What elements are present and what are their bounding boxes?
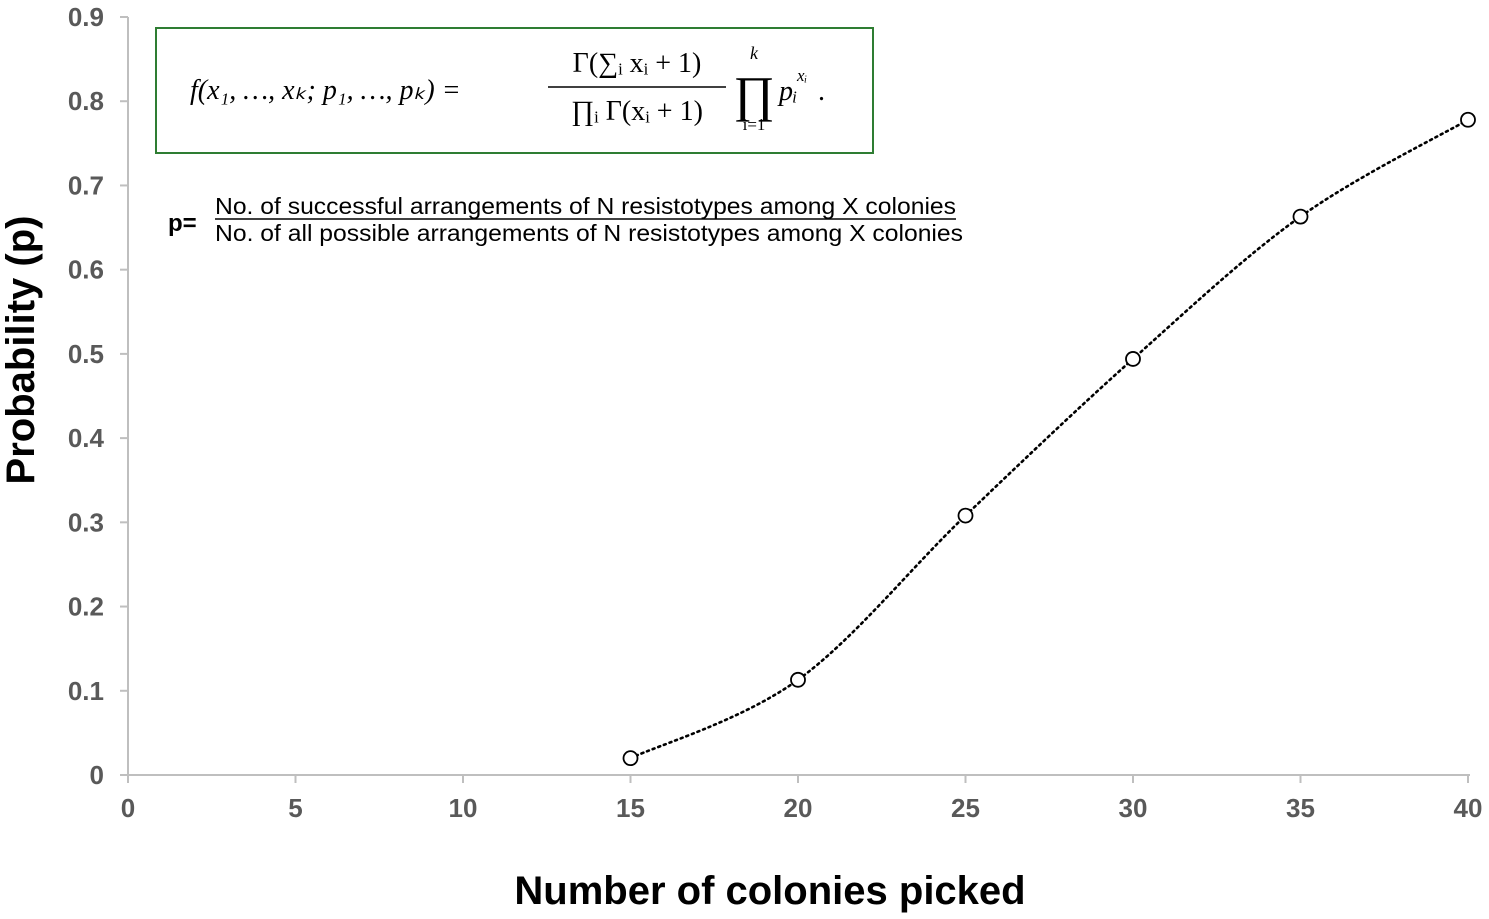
- x-axis-title: Number of colonies picked: [514, 869, 1025, 913]
- data-point: [1292, 208, 1309, 225]
- y-tick-label: 0.4: [68, 423, 105, 453]
- p-definition-label: p=: [168, 210, 197, 237]
- formula-product-upper: k: [750, 43, 759, 63]
- formula-product-lower: i=1: [743, 115, 766, 134]
- y-tick-label: 0.9: [68, 2, 104, 32]
- formula-term-exponent: xᵢ: [796, 66, 807, 85]
- y-tick-label: 0.7: [68, 170, 104, 200]
- data-point: [790, 671, 806, 688]
- formula-box: [155, 27, 874, 154]
- y-tick-label: 0.3: [68, 507, 104, 537]
- p-definition-denominator: No. of all possible arrangements of N re…: [215, 220, 963, 246]
- x-tick-label: 30: [1119, 793, 1148, 823]
- y-ticks: 0 0.1 0.2 0.3 0.4 0.5 0.6 0.7 0.8 0.9: [68, 2, 128, 790]
- data-point: [1125, 351, 1141, 367]
- y-tick-label: 0.5: [68, 339, 104, 369]
- p-definition-numerator: No. of successful arrangements of N resi…: [215, 193, 956, 219]
- x-tick-label: 0: [121, 793, 135, 823]
- formula-annotation: f(x₁, …, xₖ; p₁, …, pₖ) = Γ(∑ᵢ xᵢ + 1) ∏…: [155, 27, 874, 154]
- p-definition-annotation: p= No. of successful arrangements of N r…: [168, 193, 963, 246]
- x-tick-label: 35: [1286, 793, 1315, 823]
- data-point: [957, 507, 974, 524]
- formula-end: .: [818, 76, 825, 107]
- x-tick-label: 5: [288, 793, 302, 823]
- x-tick-label: 10: [449, 793, 478, 823]
- formula-denominator: ∏ᵢ Γ(xᵢ + 1): [571, 96, 703, 127]
- x-tick-label: 20: [784, 793, 813, 823]
- x-tick-label: 25: [951, 793, 980, 823]
- y-axis-title: Probability (p): [0, 216, 43, 485]
- formula-product-symbol: ∏: [733, 66, 774, 122]
- y-tick-label: 0.2: [68, 592, 104, 622]
- x-tick-label: 15: [616, 793, 645, 823]
- data-points: [622, 111, 1476, 767]
- y-tick-label: 0.1: [68, 676, 104, 706]
- formula-term: pᵢ: [777, 76, 797, 107]
- trend-line: [629, 118, 1470, 760]
- formula-numerator: Γ(∑ᵢ xᵢ + 1): [573, 48, 702, 79]
- x-ticks: 0 5 10 15 20 25 30 35 40: [121, 775, 1483, 823]
- data-point: [622, 750, 639, 767]
- y-tick-label: 0.8: [68, 86, 104, 116]
- formula-lhs: f(x₁, …, xₖ; p₁, …, pₖ) =: [190, 75, 461, 106]
- x-tick-label: 40: [1454, 793, 1483, 823]
- y-tick-label: 0: [90, 760, 104, 790]
- data-point: [1460, 111, 1476, 128]
- y-tick-label: 0.6: [68, 255, 104, 285]
